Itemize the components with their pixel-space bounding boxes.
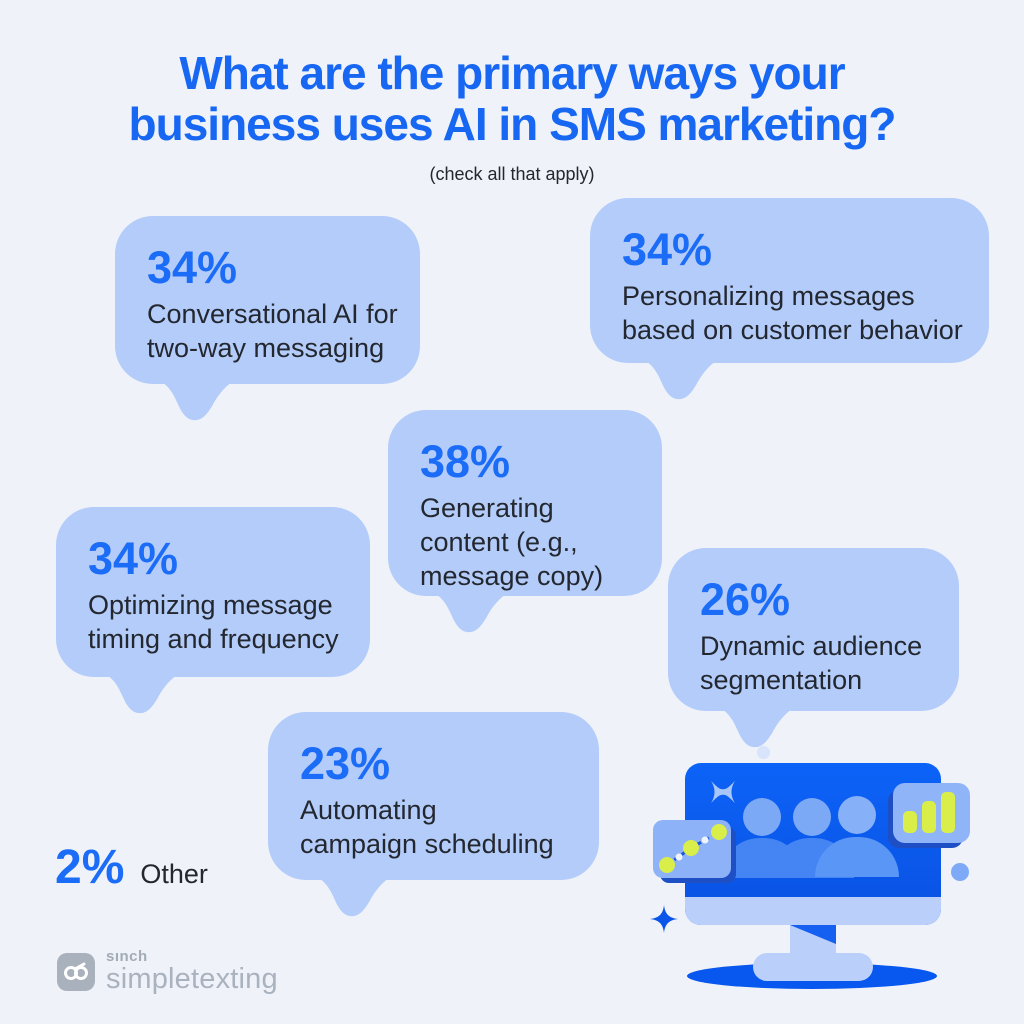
stat-bubble-optimizing-timing: 34% Optimizing message timing and freque… [56, 507, 370, 714]
x-sparkle-icon [711, 781, 735, 803]
stat-percent: 38% [420, 436, 511, 487]
bubble-tail [435, 594, 507, 633]
stat-label: Other [140, 859, 208, 889]
page-title: What are the primary ways your business … [128, 47, 897, 150]
stat-label: Personalizing messages based on customer… [622, 280, 963, 345]
brand-text: sınch simpletexting [106, 948, 278, 995]
bar-chart-icon [893, 783, 970, 843]
stat-bubble-conversational-ai: 34% Conversational AI for two-way messag… [115, 216, 420, 421]
brand-name-simpletexting: simpletexting [106, 963, 278, 995]
person-head [743, 798, 781, 836]
bubble-tail [721, 709, 793, 748]
stat-bubble-dynamic-segmentation: 26% Dynamic audience segmentation [668, 548, 959, 748]
person-head [838, 796, 876, 834]
bubble-tail [161, 382, 233, 421]
stat-bubble-personalizing-messages: 34% Personalizing messages based on cust… [590, 198, 989, 400]
bar-large [941, 792, 955, 833]
sinch-logo-icon [57, 953, 95, 991]
stat-percent: 26% [700, 574, 791, 625]
stat-percent: 23% [300, 738, 391, 789]
bar-medium [922, 801, 936, 833]
stat-percent: 2% [55, 841, 125, 894]
bubble-tail [106, 675, 178, 714]
bubble-tail [645, 361, 717, 400]
stat-label: Conversational AI for two-way messaging [147, 298, 398, 363]
stand-shade-triangle [790, 925, 836, 944]
brand-logo: sınch simpletexting [57, 948, 278, 995]
stat-bubble-generating-content: 38% Generating content (e.g., message co… [388, 410, 662, 633]
bar-small [903, 811, 917, 833]
monitor-illustration [630, 744, 1024, 1014]
monitor-stand-base [753, 953, 873, 981]
stat-label: Dynamic audience segmentation [700, 630, 923, 695]
brand-name-sinch: sınch [106, 948, 148, 965]
decorative-dot [757, 746, 770, 759]
stat-bubble-automating-scheduling: 23% Automating campaign scheduling [268, 712, 599, 917]
page-subtitle: (check all that apply) [429, 164, 595, 184]
stat-label: Automating campaign scheduling [300, 794, 554, 859]
plus-sparkle-icon [650, 905, 678, 933]
stat-percent: 34% [147, 242, 238, 293]
stat-percent: 34% [88, 533, 179, 584]
line-chart-icon [653, 820, 731, 878]
stat-percent: 34% [622, 224, 713, 275]
stat-label: Generating content (e.g., message copy) [420, 492, 604, 591]
bubble-tail [318, 878, 390, 917]
monitor-bezel [685, 897, 941, 925]
person-head [793, 798, 831, 836]
stat-other: 2% Other [55, 840, 208, 895]
decorative-circle [951, 863, 969, 881]
stat-label: Optimizing message timing and frequency [88, 589, 339, 654]
